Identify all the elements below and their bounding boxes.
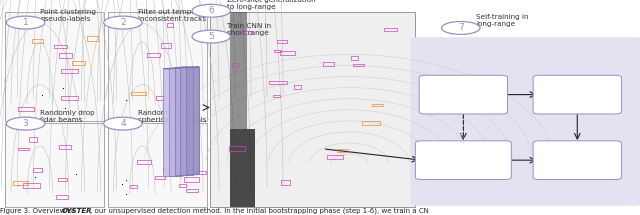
Bar — [274, 50, 281, 52]
Bar — [18, 147, 29, 150]
Text: OYSTER: OYSTER — [61, 208, 92, 214]
Bar — [169, 68, 182, 176]
Bar — [61, 69, 78, 73]
Bar — [137, 160, 151, 164]
Text: 2: 2 — [120, 18, 125, 27]
Text: 4: 4 — [120, 119, 125, 128]
FancyBboxPatch shape — [419, 75, 508, 114]
Text: Refinement: Refinement — [557, 92, 597, 98]
Bar — [327, 155, 343, 159]
Circle shape — [192, 4, 230, 17]
Bar — [281, 180, 290, 185]
Circle shape — [104, 117, 142, 130]
Bar — [173, 107, 187, 111]
Bar — [186, 189, 198, 192]
Bar — [230, 129, 255, 207]
Bar — [22, 183, 40, 188]
Bar — [184, 177, 199, 181]
Bar — [29, 137, 37, 142]
Text: Self-training in
long-range: Self-training in long-range — [476, 14, 529, 28]
Bar — [56, 195, 68, 199]
Bar — [130, 185, 137, 188]
Polygon shape — [182, 68, 188, 176]
Bar — [156, 96, 166, 100]
Bar — [294, 84, 301, 89]
Bar — [179, 184, 186, 187]
Text: Filter out temporally
inconsistent tracks: Filter out temporally inconsistent track… — [138, 9, 211, 22]
FancyBboxPatch shape — [108, 123, 207, 207]
Bar — [232, 63, 239, 67]
Bar — [147, 53, 159, 57]
Bar — [131, 92, 147, 95]
Bar — [269, 81, 287, 84]
Bar — [54, 45, 67, 48]
Text: Randomly drop
lidar beams: Randomly drop lidar beams — [40, 110, 95, 123]
Circle shape — [6, 16, 45, 29]
Bar — [277, 40, 287, 43]
Polygon shape — [163, 68, 182, 69]
Circle shape — [442, 22, 480, 34]
FancyBboxPatch shape — [415, 141, 511, 180]
Bar — [161, 43, 171, 48]
Text: Train CNN in
short range: Train CNN in short range — [227, 23, 271, 36]
Bar — [239, 31, 252, 34]
Bar — [351, 56, 358, 60]
FancyBboxPatch shape — [108, 12, 207, 121]
Bar — [280, 51, 295, 55]
Bar — [155, 176, 164, 179]
Bar — [13, 181, 28, 186]
Text: 5: 5 — [209, 32, 214, 41]
Bar — [163, 168, 174, 171]
FancyBboxPatch shape — [533, 141, 621, 180]
Bar — [230, 12, 247, 129]
Bar — [323, 61, 334, 66]
Text: Point clustering
pseudo-labels: Point clustering pseudo-labels — [40, 9, 96, 22]
Text: Tracking: Tracking — [563, 157, 592, 163]
Bar — [33, 168, 42, 172]
Text: 3: 3 — [23, 119, 28, 128]
Circle shape — [6, 117, 45, 130]
Bar — [191, 171, 206, 174]
Bar — [58, 145, 71, 149]
Text: 7: 7 — [458, 23, 463, 32]
Text: Randomly drop
spherical rows/cols: Randomly drop spherical rows/cols — [138, 110, 206, 123]
Bar — [61, 96, 78, 100]
Text: Figure 3. Overview of: Figure 3. Overview of — [0, 208, 77, 214]
Polygon shape — [175, 67, 193, 68]
Bar — [32, 39, 44, 43]
Bar — [186, 67, 199, 174]
Bar — [175, 68, 188, 175]
Circle shape — [192, 30, 230, 43]
Bar — [229, 146, 245, 151]
Text: 6: 6 — [209, 6, 214, 15]
Bar — [58, 178, 67, 181]
Bar — [362, 121, 380, 125]
Bar — [372, 104, 383, 106]
FancyBboxPatch shape — [5, 123, 104, 207]
Polygon shape — [193, 67, 199, 175]
Text: , our unsupervised detection method. In the initial bootstrapping phase (step 1-: , our unsupervised detection method. In … — [90, 207, 428, 214]
Bar — [180, 67, 193, 175]
Bar — [353, 64, 364, 66]
FancyBboxPatch shape — [410, 37, 640, 206]
Text: Re-training: Re-training — [444, 92, 483, 98]
Bar — [384, 28, 397, 31]
Text: Pseudo-labels: Pseudo-labels — [439, 157, 488, 163]
Polygon shape — [188, 67, 193, 175]
Bar — [59, 53, 72, 58]
Text: 1: 1 — [23, 18, 28, 27]
Text: Zero-shot generalization
to long-range: Zero-shot generalization to long-range — [227, 0, 315, 10]
Bar — [18, 107, 34, 111]
Bar — [166, 23, 173, 27]
Polygon shape — [176, 68, 182, 176]
Bar — [86, 37, 99, 41]
FancyBboxPatch shape — [5, 12, 104, 121]
Bar — [273, 95, 280, 97]
Circle shape — [104, 16, 142, 29]
Bar — [210, 12, 415, 207]
Bar — [72, 61, 85, 65]
FancyBboxPatch shape — [533, 75, 621, 114]
Bar — [337, 149, 348, 152]
Bar — [163, 69, 176, 176]
